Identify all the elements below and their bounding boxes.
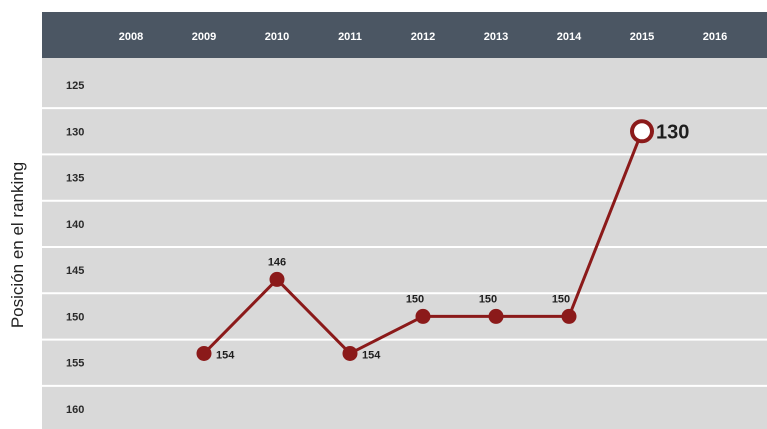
y-tick-label: 150 bbox=[66, 311, 84, 323]
data-point bbox=[196, 345, 212, 361]
data-point-highlight bbox=[630, 119, 654, 144]
x-tick-label: 2009 bbox=[192, 31, 216, 43]
data-points bbox=[196, 119, 654, 361]
x-tick-label: 2016 bbox=[703, 31, 727, 43]
x-tick-label: 2014 bbox=[557, 31, 582, 43]
data-label: 146 bbox=[268, 256, 286, 268]
x-tick-label: 2010 bbox=[265, 31, 289, 43]
x-tick-label: 2013 bbox=[484, 31, 508, 43]
y-tick-label: 135 bbox=[66, 173, 84, 185]
data-label: 130 bbox=[656, 121, 689, 143]
data-label: 154 bbox=[216, 349, 235, 361]
data-point bbox=[342, 345, 358, 361]
y-tick-label: 145 bbox=[66, 265, 84, 277]
data-label: 150 bbox=[406, 293, 424, 305]
x-tick-label: 2011 bbox=[338, 31, 362, 43]
x-axis-ticks: 2008 2009 2010 2011 2012 2013 2014 2015 2016 bbox=[119, 31, 727, 43]
data-point bbox=[488, 308, 504, 324]
x-tick-label: 2012 bbox=[411, 31, 435, 43]
y-tick-label: 155 bbox=[66, 358, 84, 370]
y-tick-label: 130 bbox=[66, 126, 84, 138]
y-axis-label: Posición en el ranking bbox=[8, 162, 27, 328]
plot-background bbox=[42, 58, 767, 429]
data-label: 154 bbox=[362, 349, 381, 361]
data-point bbox=[415, 308, 431, 324]
y-tick-label: 160 bbox=[66, 404, 84, 416]
header-bar bbox=[42, 12, 767, 58]
data-labels: 154 146 154 150 150 150 130 bbox=[216, 121, 689, 361]
y-tick-label: 125 bbox=[66, 80, 84, 92]
data-point bbox=[561, 308, 577, 324]
x-tick-label: 2008 bbox=[119, 31, 143, 43]
gridlines bbox=[42, 107, 767, 387]
data-label: 150 bbox=[479, 293, 497, 305]
x-tick-label: 2015 bbox=[630, 31, 654, 43]
data-label: 150 bbox=[552, 293, 570, 305]
y-tick-label: 140 bbox=[66, 219, 84, 231]
data-point bbox=[269, 271, 285, 287]
y-axis-ticks: 125 130 135 140 145 150 155 160 bbox=[66, 80, 84, 416]
